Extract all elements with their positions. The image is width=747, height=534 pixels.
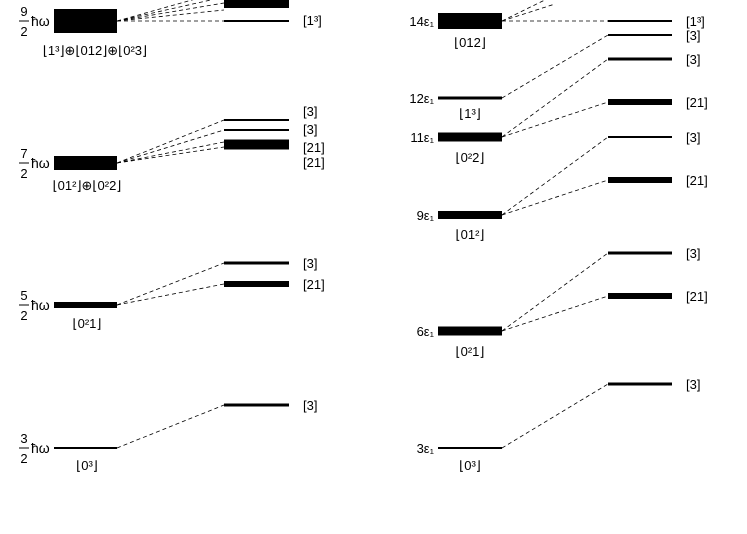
fraction-denominator: 2 [20, 451, 27, 466]
level-label: ⌊0²2⌋ [456, 150, 485, 165]
sublevel-label: [1³] [303, 13, 322, 28]
energy-unit: ħω [31, 297, 50, 313]
sublevel-bar [224, 403, 289, 407]
sublevel-label: [1³] [686, 14, 705, 29]
transition-line [116, 283, 225, 306]
sublevel-label: [3] [303, 104, 317, 119]
fraction-numerator: 3 [20, 431, 27, 446]
sublevel-label: [3] [303, 256, 317, 271]
fraction-denominator: 2 [20, 308, 27, 323]
sublevel-label: [3] [686, 28, 700, 43]
sublevel-bar [224, 119, 289, 121]
fraction-denominator: 2 [20, 24, 27, 39]
level-bar [438, 96, 502, 100]
level-bar [438, 132, 502, 142]
transition-line [116, 119, 225, 164]
sublevel-bar [224, 20, 289, 22]
sublevel-bar [608, 251, 672, 255]
level-bar [54, 156, 117, 170]
transition-line [116, 262, 225, 306]
fraction-numerator: 9 [20, 4, 27, 19]
level-label: ⌊012⌋ [454, 35, 486, 50]
energy-unit: ħω [31, 155, 50, 171]
level-label: ⌊0²1⌋ [73, 316, 102, 331]
level-bar [54, 447, 117, 449]
sublevel-bar [608, 382, 672, 386]
sublevel-bar [224, 281, 289, 287]
sublevel-bar [224, 0, 289, 8]
level-label: ⌊1³⌋⊕⌊012⌋⊕⌊0²3⌋ [43, 43, 147, 58]
sublevel-label: [3] [303, 122, 317, 137]
transition-line [501, 179, 609, 216]
transition-line [501, 34, 609, 99]
level-bar [438, 447, 502, 449]
transition-line [501, 3, 556, 22]
transition-line [116, 129, 225, 164]
sublevel-bar [608, 136, 672, 138]
level-bar [54, 9, 117, 33]
sublevel-label: [21] [303, 155, 325, 170]
energy-unit: ħω [31, 440, 50, 456]
transition-line [501, 252, 609, 332]
sublevel-label: [21] [303, 140, 325, 155]
energy-label: 6ε₁ [417, 324, 435, 339]
transition-line [116, 141, 225, 164]
level-bar [438, 326, 502, 336]
sublevel-bar [608, 99, 672, 105]
energy-label: 11ε₁ [410, 130, 434, 145]
energy-unit: ħω [31, 13, 50, 29]
level-label: ⌊0³⌋ [459, 458, 481, 473]
fraction-denominator: 2 [20, 166, 27, 181]
level-label: ⌊0³⌋ [76, 458, 98, 473]
sublevel-bar [608, 177, 672, 183]
transition-line [501, 101, 609, 138]
level-label: ⌊0²1⌋ [456, 344, 485, 359]
sublevel-label: [21] [686, 173, 708, 188]
sublevel-label: [3] [686, 246, 700, 261]
sublevel-bar [608, 293, 672, 299]
transition-line [501, 383, 609, 449]
fraction-numerator: 5 [20, 288, 27, 303]
transition-line [116, 404, 225, 449]
sublevel-bar [224, 129, 289, 131]
sublevel-label: [3] [686, 377, 700, 392]
sublevel-bar [224, 261, 289, 265]
level-label: ⌊01²⌋⊕⌊0²2⌋ [53, 178, 122, 193]
level-bar [438, 211, 502, 219]
sublevel-label: [3] [303, 398, 317, 413]
sublevel-label: [21] [686, 289, 708, 304]
fraction-numerator: 7 [20, 146, 27, 161]
energy-label: 14ε₁ [409, 14, 434, 29]
transition-line [501, 136, 609, 216]
transition-line [116, 0, 213, 22]
sublevel-label: [21] [303, 277, 325, 292]
transition-line [501, 0, 546, 22]
level-bar [54, 302, 117, 308]
level-bar [438, 13, 502, 29]
level-label: ⌊1³⌋ [459, 106, 481, 121]
sublevel-bar [224, 144, 289, 150]
sublevel-bar [608, 34, 672, 36]
transition-line [116, 0, 194, 22]
sublevel-bar [608, 20, 672, 22]
sublevel-label: [21] [686, 95, 708, 110]
sublevel-label: [3] [686, 52, 700, 67]
transition-line [501, 58, 609, 138]
transition-line [501, 295, 609, 332]
energy-label: 12ε₁ [409, 91, 434, 106]
sublevel-bar [224, 139, 289, 145]
energy-label: 3ε₁ [417, 441, 435, 456]
sublevel-label: [3] [686, 130, 700, 145]
transition-line [116, 9, 225, 22]
energy-label: 9ε₁ [417, 208, 435, 223]
transition-line [116, 146, 225, 164]
sublevel-bar [608, 57, 672, 61]
level-label: ⌊01²⌋ [456, 227, 485, 242]
